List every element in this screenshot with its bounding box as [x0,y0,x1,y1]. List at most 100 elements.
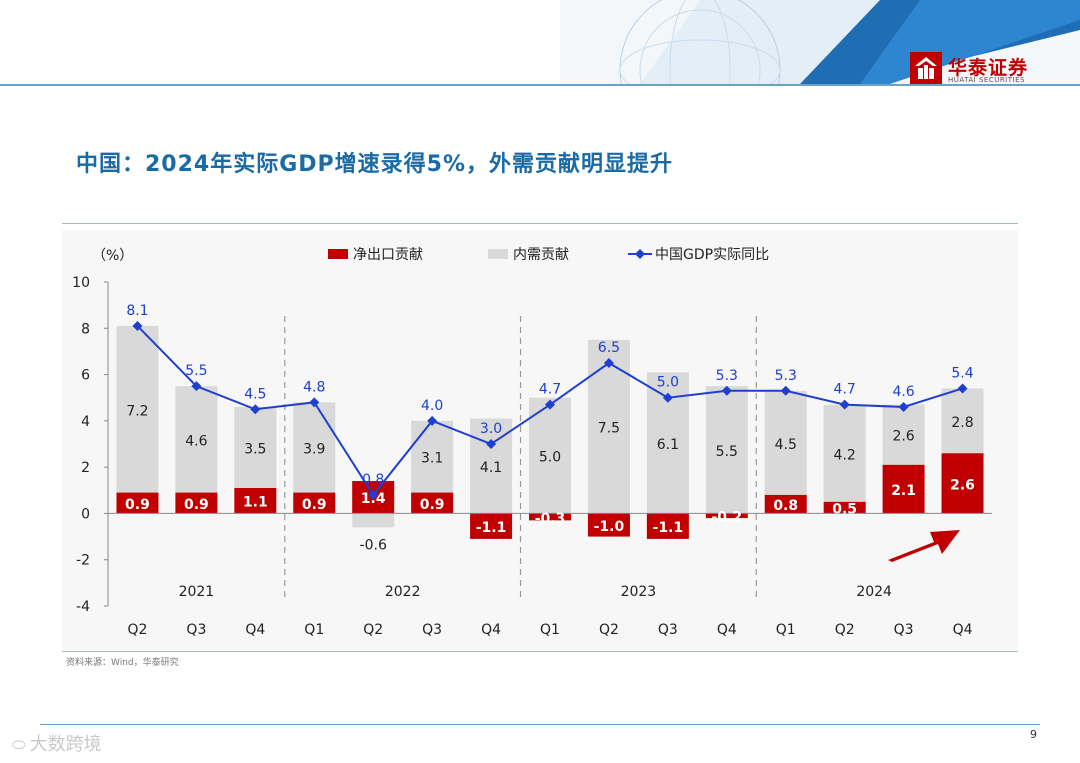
year-label: 2021 [179,584,215,600]
header-divider [0,84,1080,86]
x-category-label: Q1 [776,622,796,638]
year-label: 2023 [621,584,657,600]
net-export-label: -0.3 [535,511,566,527]
chart-bottom-rule [62,651,1018,652]
domestic-demand-label: 6.1 [657,437,679,453]
x-category-label: Q3 [658,622,678,638]
domestic-demand-label: 2.8 [951,415,973,431]
domestic-demand-label: 4.5 [775,437,797,453]
slide-title: 中国：2024年实际GDP增速录得5%，外需贡献明显提升 [76,152,674,177]
gdp-value-label: 3.0 [480,421,502,437]
gdp-point [957,383,968,394]
gdp-value-label: 4.5 [244,386,266,402]
net-export-bar [529,513,571,521]
net-export-label: -1.0 [594,519,625,535]
year-label: 2022 [385,584,421,600]
domestic-demand-label: 3.9 [303,441,325,457]
net-export-label: -0.2 [711,510,742,526]
domestic-demand-label: 5.0 [539,450,561,466]
gdp-value-label: 4.0 [421,398,443,414]
y-tick-label: 8 [81,321,90,337]
net-export-label: 0.5 [832,502,857,518]
domestic-demand-bar [293,402,336,493]
domestic-demand-bar [116,325,159,493]
title-rule [62,223,1018,224]
net-export-bar [470,513,513,539]
gdp-point [250,404,261,415]
gdp-value-label: 5.0 [657,375,679,391]
footer-divider [40,724,1040,725]
x-category-label: Q4 [953,622,973,638]
domestic-demand-bar [234,406,277,488]
page-number: 9 [1030,728,1037,741]
net-export-bar [411,492,454,514]
x-category-label: Q4 [717,622,737,638]
y-tick-label: 0 [81,506,90,522]
domestic-demand-bar [705,386,748,514]
x-category-label: Q3 [422,622,442,638]
gdp-value-label: 5.3 [775,368,797,384]
gdp-point [721,385,732,396]
source-note: 资料来源：Wind，华泰研究 [66,658,179,668]
y-tick-label: -2 [76,553,90,569]
x-category-label: Q2 [127,622,147,638]
gdp-value-label: 8.1 [126,303,148,319]
gdp-point [898,401,909,412]
net-export-bar [587,513,630,537]
net-export-label: -1.1 [476,520,507,536]
huatai-logo-icon [910,52,942,84]
gdp-point [309,397,320,408]
x-category-label: Q4 [245,622,265,638]
watermark: ⬭ 大数跨境 [12,730,102,756]
y-tick-label: -4 [76,599,90,615]
gdp-point [839,399,850,410]
gdp-value-label: 5.4 [951,365,973,381]
gdp-value-label: 4.7 [834,382,856,398]
gdp-value-label: 0.8 [362,472,384,488]
y-tick-label: 10 [72,275,90,291]
gdp-value-label: 4.8 [303,379,325,395]
domestic-demand-label: 7.2 [126,403,148,419]
domestic-demand-bar [587,339,630,514]
company-logo: 华泰证券 HUATAI SECURITIES [910,52,1050,88]
gdp-value-label: 4.6 [892,384,914,400]
trend-arrow-icon [888,530,960,562]
net-export-bar [823,501,866,514]
x-category-label: Q1 [540,622,560,638]
net-export-bar [293,492,336,514]
net-export-bar [175,492,218,514]
legend-marker-gdp [635,249,645,259]
net-export-bar [764,494,807,514]
x-category-label: Q2 [599,622,619,638]
x-category-label: Q2 [835,622,855,638]
gdp-point [368,489,379,500]
net-export-label: 0.9 [302,497,327,513]
domestic-demand-label: 2.6 [892,429,914,445]
gdp-value-label: 5.5 [185,363,207,379]
y-unit-label: （%） [92,248,133,264]
domestic-demand-label: 3.1 [421,451,443,467]
domestic-demand-bar [941,388,984,454]
domestic-demand-bar [411,420,454,493]
x-category-label: Q3 [894,622,914,638]
x-category-label: Q3 [186,622,206,638]
x-category-label: Q2 [363,622,383,638]
domestic-demand-label: 4.2 [834,447,856,463]
gdp-value-label: 4.7 [539,382,561,398]
net-export-bar [705,513,748,519]
logo-text-cn: 华泰证券 [948,57,1029,79]
net-export-label: 2.6 [950,477,975,493]
legend-swatch-domestic [488,249,508,259]
net-export-bar [882,464,925,514]
gdp-point [545,399,555,410]
gdp-contribution-chart: （%）1086420-2-40.90.91.10.91.40.9-1.1-0.3… [72,247,992,638]
net-export-label: 0.8 [773,498,798,514]
year-label: 2024 [856,584,892,600]
y-tick-label: 2 [81,460,90,476]
domestic-demand-label: 4.1 [480,460,502,476]
gdp-point [662,392,673,403]
net-export-label: 1.1 [243,495,268,511]
net-export-label: 0.9 [184,497,209,513]
net-export-bar [234,487,277,514]
domestic-demand-bar [764,390,807,495]
